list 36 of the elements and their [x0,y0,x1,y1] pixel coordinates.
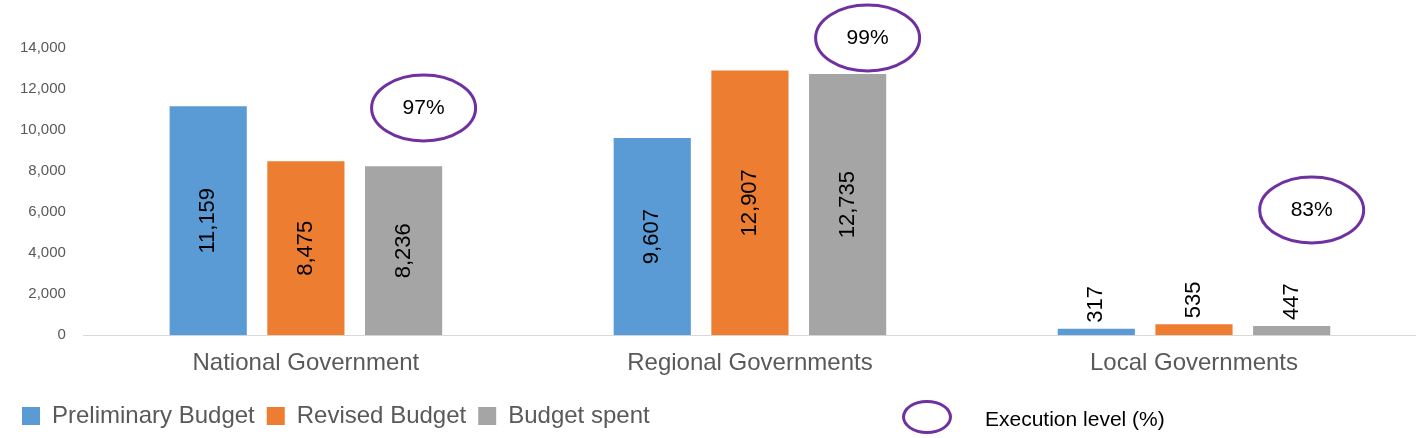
bar [169,106,247,336]
legend-label: Revised Budget [296,400,467,428]
bar [809,73,887,336]
y-tick-label: 6,000 [28,202,66,220]
bar [1057,328,1135,336]
bar [267,161,345,336]
bar [711,70,789,336]
data-label: 12,907 [736,169,761,237]
data-label: 12,735 [833,170,859,239]
text: Execution level (%) [985,407,1165,431]
annotation: 99% [846,24,889,48]
y-tick-label: 12,000 [19,79,66,97]
data-label: 8,475 [291,220,317,276]
data-label: 9,607 [638,209,664,265]
annotation: 83% [1290,196,1333,220]
x-tick-label: Local Governments [1089,348,1299,376]
bar [365,166,443,336]
x-tick-label: National Government [192,348,420,376]
y-tick-label: 14,000 [19,38,66,56]
y-tick-label: 0 [57,325,66,343]
annotation: 97% [402,94,445,118]
y-tick-label: 4,000 [28,243,66,261]
data-label: 535 [1180,281,1206,319]
bar [1155,324,1233,336]
y-tick-label: 10,000 [19,120,66,138]
bar [613,138,691,336]
data-label: 317 [1082,285,1108,323]
bar [1253,326,1331,336]
x-tick-label: Regional Governments [627,348,873,376]
data-label: 11,159 [194,187,220,254]
legend-label: Budget spent [508,400,650,428]
legend-label: Preliminary Budget [52,400,256,428]
data-label: 8,236 [389,223,415,279]
data-label: 447 [1277,283,1303,321]
y-tick-label: 8,000 [28,161,66,179]
y-tick-label: 2,000 [28,284,66,302]
